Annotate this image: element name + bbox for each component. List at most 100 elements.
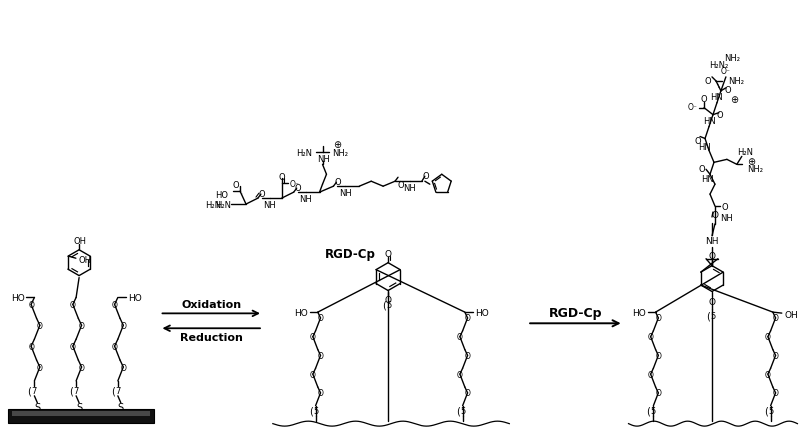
Text: (: ( (381, 300, 385, 310)
Text: O⁻: O⁻ (289, 179, 300, 188)
Text: O: O (772, 314, 777, 322)
Text: 7: 7 (115, 387, 120, 396)
Text: O: O (120, 321, 126, 330)
Text: HO: HO (215, 190, 228, 199)
Text: O: O (724, 86, 730, 95)
Text: O⁻: O⁻ (720, 67, 730, 76)
Text: O⁻: O⁻ (687, 103, 696, 112)
Text: (: ( (455, 406, 459, 416)
Bar (11, 411, 149, 416)
Text: 5: 5 (386, 300, 391, 309)
Text: NH: NH (299, 194, 312, 203)
Text: HO: HO (631, 308, 645, 317)
Text: HN: HN (710, 93, 723, 102)
Text: ⊕: ⊕ (333, 140, 341, 150)
Text: O: O (70, 300, 75, 309)
Text: H₂N₂: H₂N₂ (708, 61, 728, 71)
Text: O: O (294, 183, 300, 192)
Text: O: O (233, 180, 239, 189)
Text: H₂N: H₂N (296, 148, 312, 157)
Text: 7: 7 (73, 387, 79, 396)
Text: O: O (703, 77, 711, 86)
Text: H₂N: H₂N (736, 147, 752, 157)
Text: HN: HN (702, 117, 715, 126)
Text: HN: HN (699, 174, 712, 183)
Text: O: O (772, 351, 777, 360)
Text: O: O (647, 332, 653, 341)
Text: O: O (278, 172, 285, 181)
Text: NH: NH (316, 154, 329, 163)
Text: (: ( (308, 406, 312, 416)
Text: O: O (654, 314, 660, 322)
Text: NH: NH (719, 214, 732, 223)
Text: NH: NH (403, 183, 416, 192)
Text: O: O (70, 342, 75, 351)
Text: O: O (334, 177, 340, 186)
Text: O: O (647, 370, 653, 379)
Text: O: O (28, 342, 34, 351)
Text: O: O (464, 388, 470, 397)
Text: O: O (384, 250, 391, 258)
Text: NH₂: NH₂ (332, 148, 348, 157)
Text: 7: 7 (31, 387, 37, 396)
Text: O: O (711, 210, 718, 219)
Text: OH: OH (784, 310, 797, 319)
Text: O: O (259, 189, 265, 198)
Text: NH: NH (339, 188, 351, 197)
Text: O: O (397, 180, 404, 189)
Text: O: O (317, 388, 323, 397)
Text: O: O (721, 202, 728, 211)
Text: HO: HO (294, 308, 308, 317)
Text: Oxidation: Oxidation (181, 300, 241, 310)
Text: 5: 5 (767, 406, 772, 415)
Text: H₂N: H₂N (205, 200, 221, 209)
Text: O: O (700, 95, 707, 104)
Text: NH₂: NH₂ (727, 77, 743, 86)
Text: 5: 5 (459, 406, 465, 415)
Text: (: ( (27, 386, 31, 396)
Text: OH: OH (74, 237, 87, 246)
Text: O: O (654, 388, 660, 397)
Text: RGD-Cp: RGD-Cp (548, 306, 601, 319)
Text: S: S (76, 402, 82, 412)
Text: O: O (694, 137, 700, 146)
Text: (: ( (763, 406, 767, 416)
Text: O: O (309, 332, 316, 341)
Text: NH₂: NH₂ (746, 164, 762, 173)
Text: O: O (79, 362, 84, 372)
Text: O: O (707, 297, 715, 306)
Text: O: O (715, 111, 723, 120)
Text: O: O (654, 351, 660, 360)
Text: O: O (707, 252, 715, 261)
Text: 5: 5 (312, 406, 318, 415)
Text: O: O (317, 351, 323, 360)
Text: RGD-Cp: RGD-Cp (324, 248, 375, 261)
Text: Reduction: Reduction (180, 332, 243, 342)
Text: (: ( (646, 406, 650, 416)
Text: O: O (456, 332, 463, 341)
Text: O: O (317, 314, 323, 322)
Text: ⊕: ⊕ (746, 157, 754, 167)
Text: HO: HO (10, 293, 24, 302)
Text: O: O (764, 370, 770, 379)
Text: O: O (28, 300, 34, 309)
Bar (7, 409, 153, 423)
Text: 5: 5 (710, 311, 715, 320)
Text: O: O (698, 164, 704, 173)
Text: 5: 5 (650, 406, 655, 415)
Text: O: O (37, 362, 43, 372)
Text: O: O (112, 300, 117, 309)
Text: S: S (35, 402, 40, 412)
Text: (: ( (111, 386, 115, 396)
Text: O: O (422, 172, 429, 180)
Text: O: O (384, 295, 391, 304)
Text: (: ( (705, 310, 709, 321)
Text: O: O (309, 370, 316, 379)
Text: ⊕: ⊕ (729, 95, 737, 104)
Text: H₂N: H₂N (215, 200, 230, 209)
Text: O: O (456, 370, 463, 379)
Text: (: ( (69, 386, 73, 396)
Text: O: O (772, 388, 777, 397)
Text: O: O (112, 342, 117, 351)
Text: O: O (120, 362, 126, 372)
